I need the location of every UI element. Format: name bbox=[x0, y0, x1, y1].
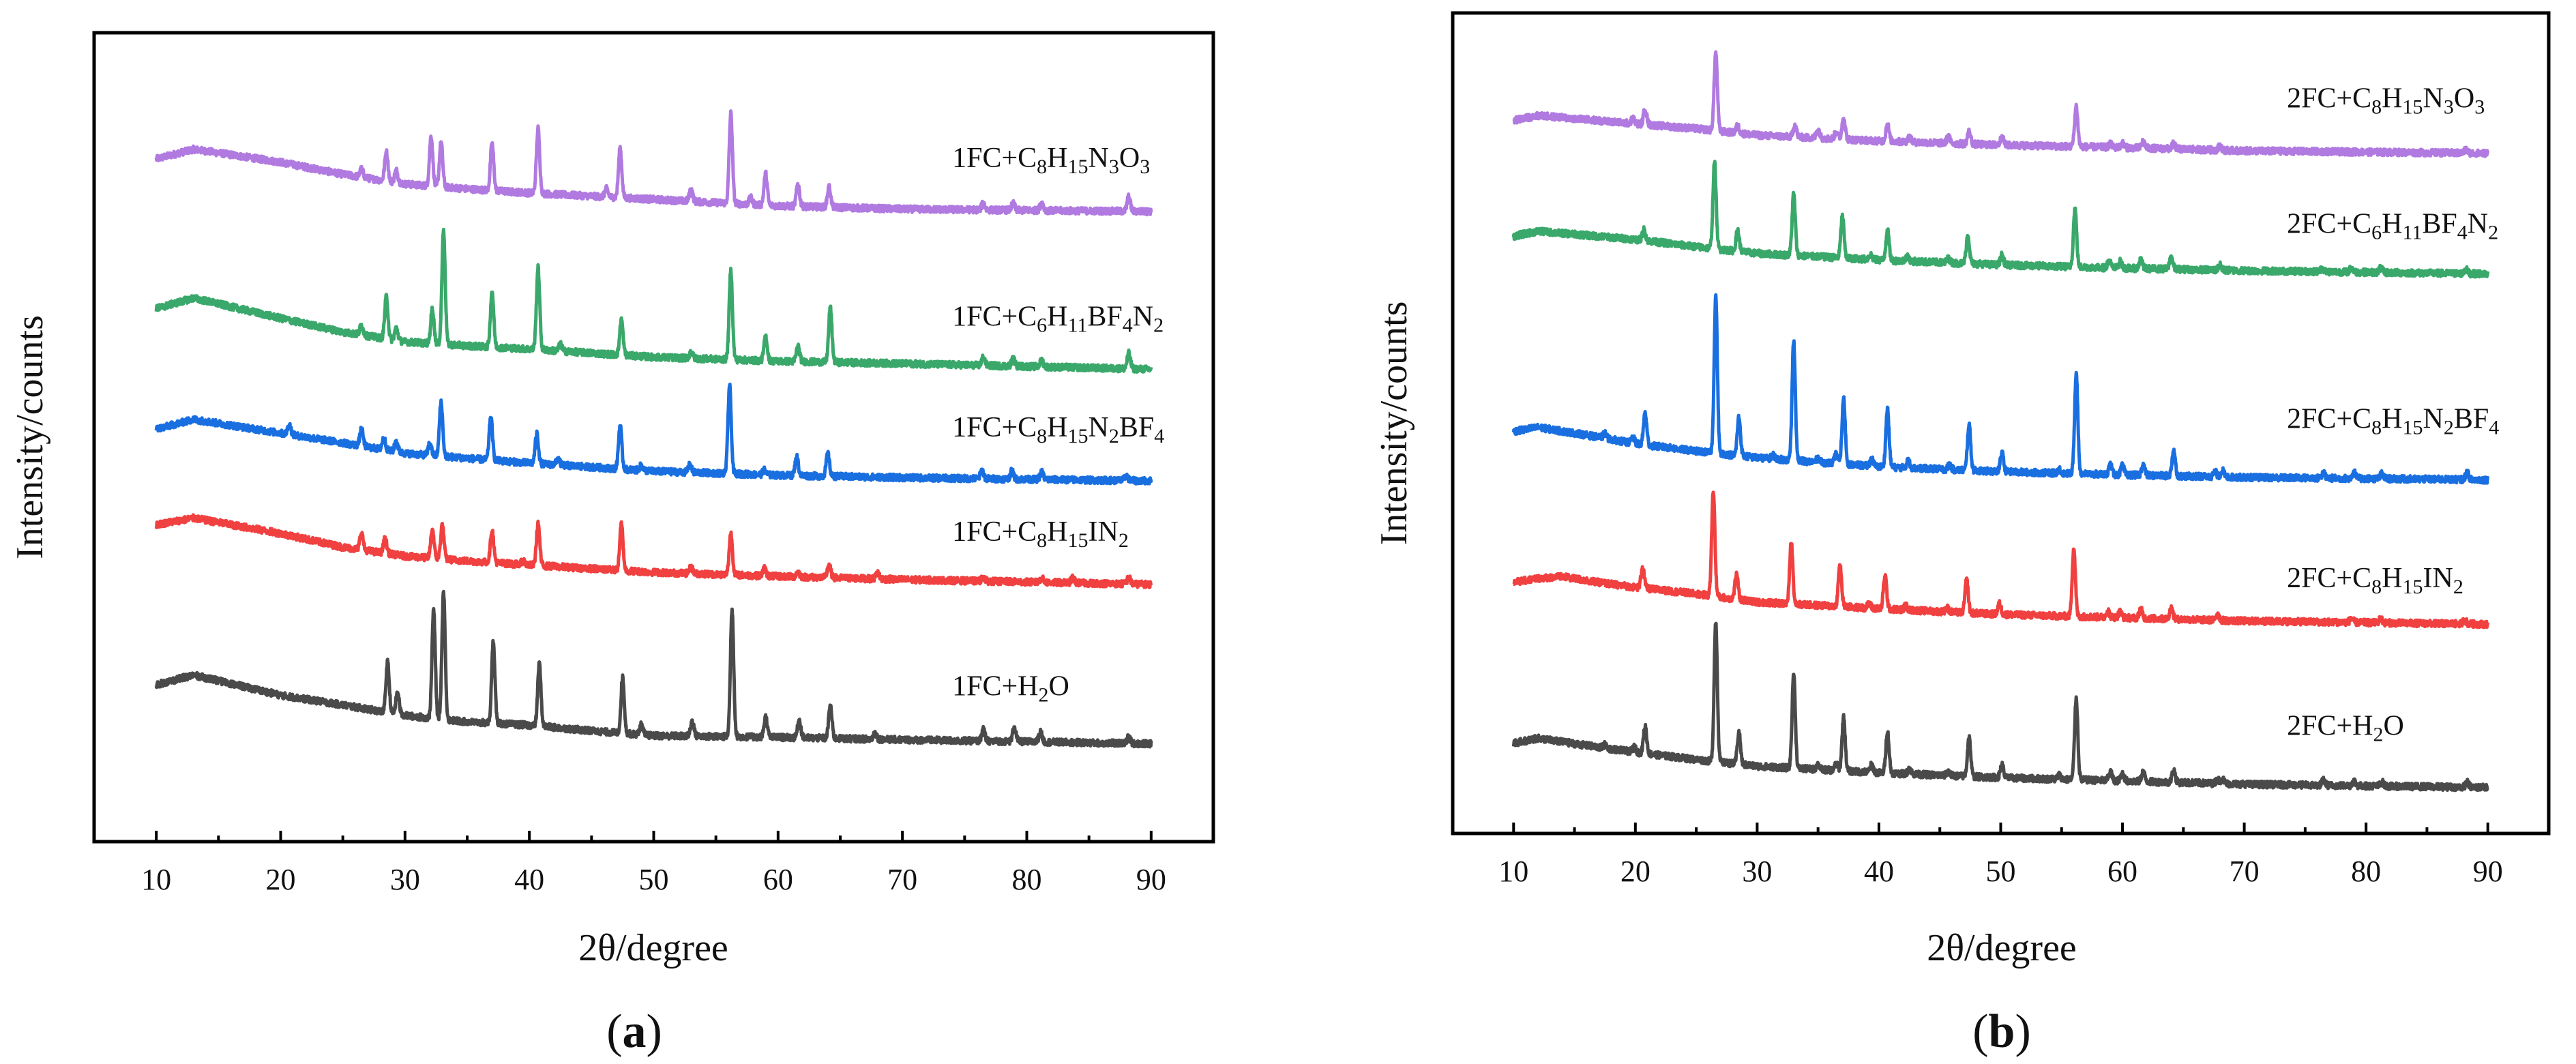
x-tick-label: 90 bbox=[1136, 863, 1166, 896]
series-label: 1FC+C8H15IN2 bbox=[952, 516, 1129, 552]
x-tick-label: 50 bbox=[1986, 855, 2016, 888]
x-tick-label: 10 bbox=[141, 863, 171, 896]
series-label: 2FC+C8H15N3O3 bbox=[2287, 83, 2485, 118]
series-line-2fc-c8h15n2bf4 bbox=[1511, 293, 2490, 485]
panel-caption: (b) bbox=[1972, 1005, 2031, 1058]
series-line-2fc-h2o bbox=[1511, 621, 2489, 793]
series-line-2fc-c8h15in2 bbox=[1512, 490, 2490, 630]
x-axis-title: 2θ/degree bbox=[1927, 927, 2077, 969]
x-axis-title: 2θ/degree bbox=[578, 927, 728, 969]
y-axis-title: Intensity/counts bbox=[1373, 301, 1415, 546]
x-tick-label: 20 bbox=[1620, 855, 1650, 888]
series-label: 2FC+C8H15IN2 bbox=[2287, 563, 2463, 598]
x-tick-label: 10 bbox=[1498, 855, 1528, 888]
x-tick-label: 30 bbox=[390, 863, 420, 896]
x-tick-label: 40 bbox=[1864, 855, 1894, 888]
series-label: 1FC+C8H15N2BF4 bbox=[952, 412, 1164, 447]
x-tick-label: 40 bbox=[514, 863, 544, 896]
x-tick-label: 30 bbox=[1742, 855, 1772, 888]
series-line-2fc-c8h15n3o3 bbox=[1512, 50, 2490, 158]
panel-a: 1FC+C8H15N3O3 1FC+C6H11BF4N2 1FC+C8H15N2BF… bbox=[9, 31, 1215, 1058]
series-label: 2FC+C6H11BF4N2 bbox=[2287, 208, 2498, 243]
series-line-2fc-c6h11bf4n2 bbox=[1511, 160, 2490, 279]
series-line-1fc-h2o bbox=[154, 589, 1153, 749]
series-label: 2FC+C8H15N2BF4 bbox=[2287, 404, 2499, 439]
series-line-1fc-c8h15n3o3 bbox=[154, 109, 1153, 217]
x-tick-label: 50 bbox=[639, 863, 669, 896]
series-label: 1FC+H2O bbox=[952, 670, 1069, 706]
y-axis-title: Intensity/counts bbox=[9, 315, 51, 559]
series-line-1fc-c6h11bf4n2 bbox=[154, 227, 1153, 374]
series-line-1fc-c8h15in2 bbox=[154, 513, 1153, 589]
series-label: 1FC+C8H15N3O3 bbox=[952, 143, 1150, 178]
panel-caption: (a) bbox=[606, 1005, 662, 1058]
x-tick-label: 90 bbox=[2473, 855, 2503, 888]
x-tick-label: 60 bbox=[2107, 855, 2137, 888]
x-tick-label: 80 bbox=[1012, 863, 1042, 896]
x-tick-label: 70 bbox=[887, 863, 917, 896]
series-line-1fc-c8h15n2bf4 bbox=[154, 383, 1153, 486]
series-label: 1FC+C6H11BF4N2 bbox=[952, 301, 1164, 336]
series-label: 2FC+H2O bbox=[2287, 711, 2404, 746]
panel-b: 2FC+C8H15N3O3 2FC+C6H11BF4N2 2FC+C8H15N2BF… bbox=[1373, 11, 2551, 1058]
x-tick-label: 80 bbox=[2351, 855, 2381, 888]
x-tick-label: 60 bbox=[763, 863, 793, 896]
x-tick-label: 70 bbox=[2230, 855, 2260, 888]
x-tick-label: 20 bbox=[266, 863, 296, 896]
